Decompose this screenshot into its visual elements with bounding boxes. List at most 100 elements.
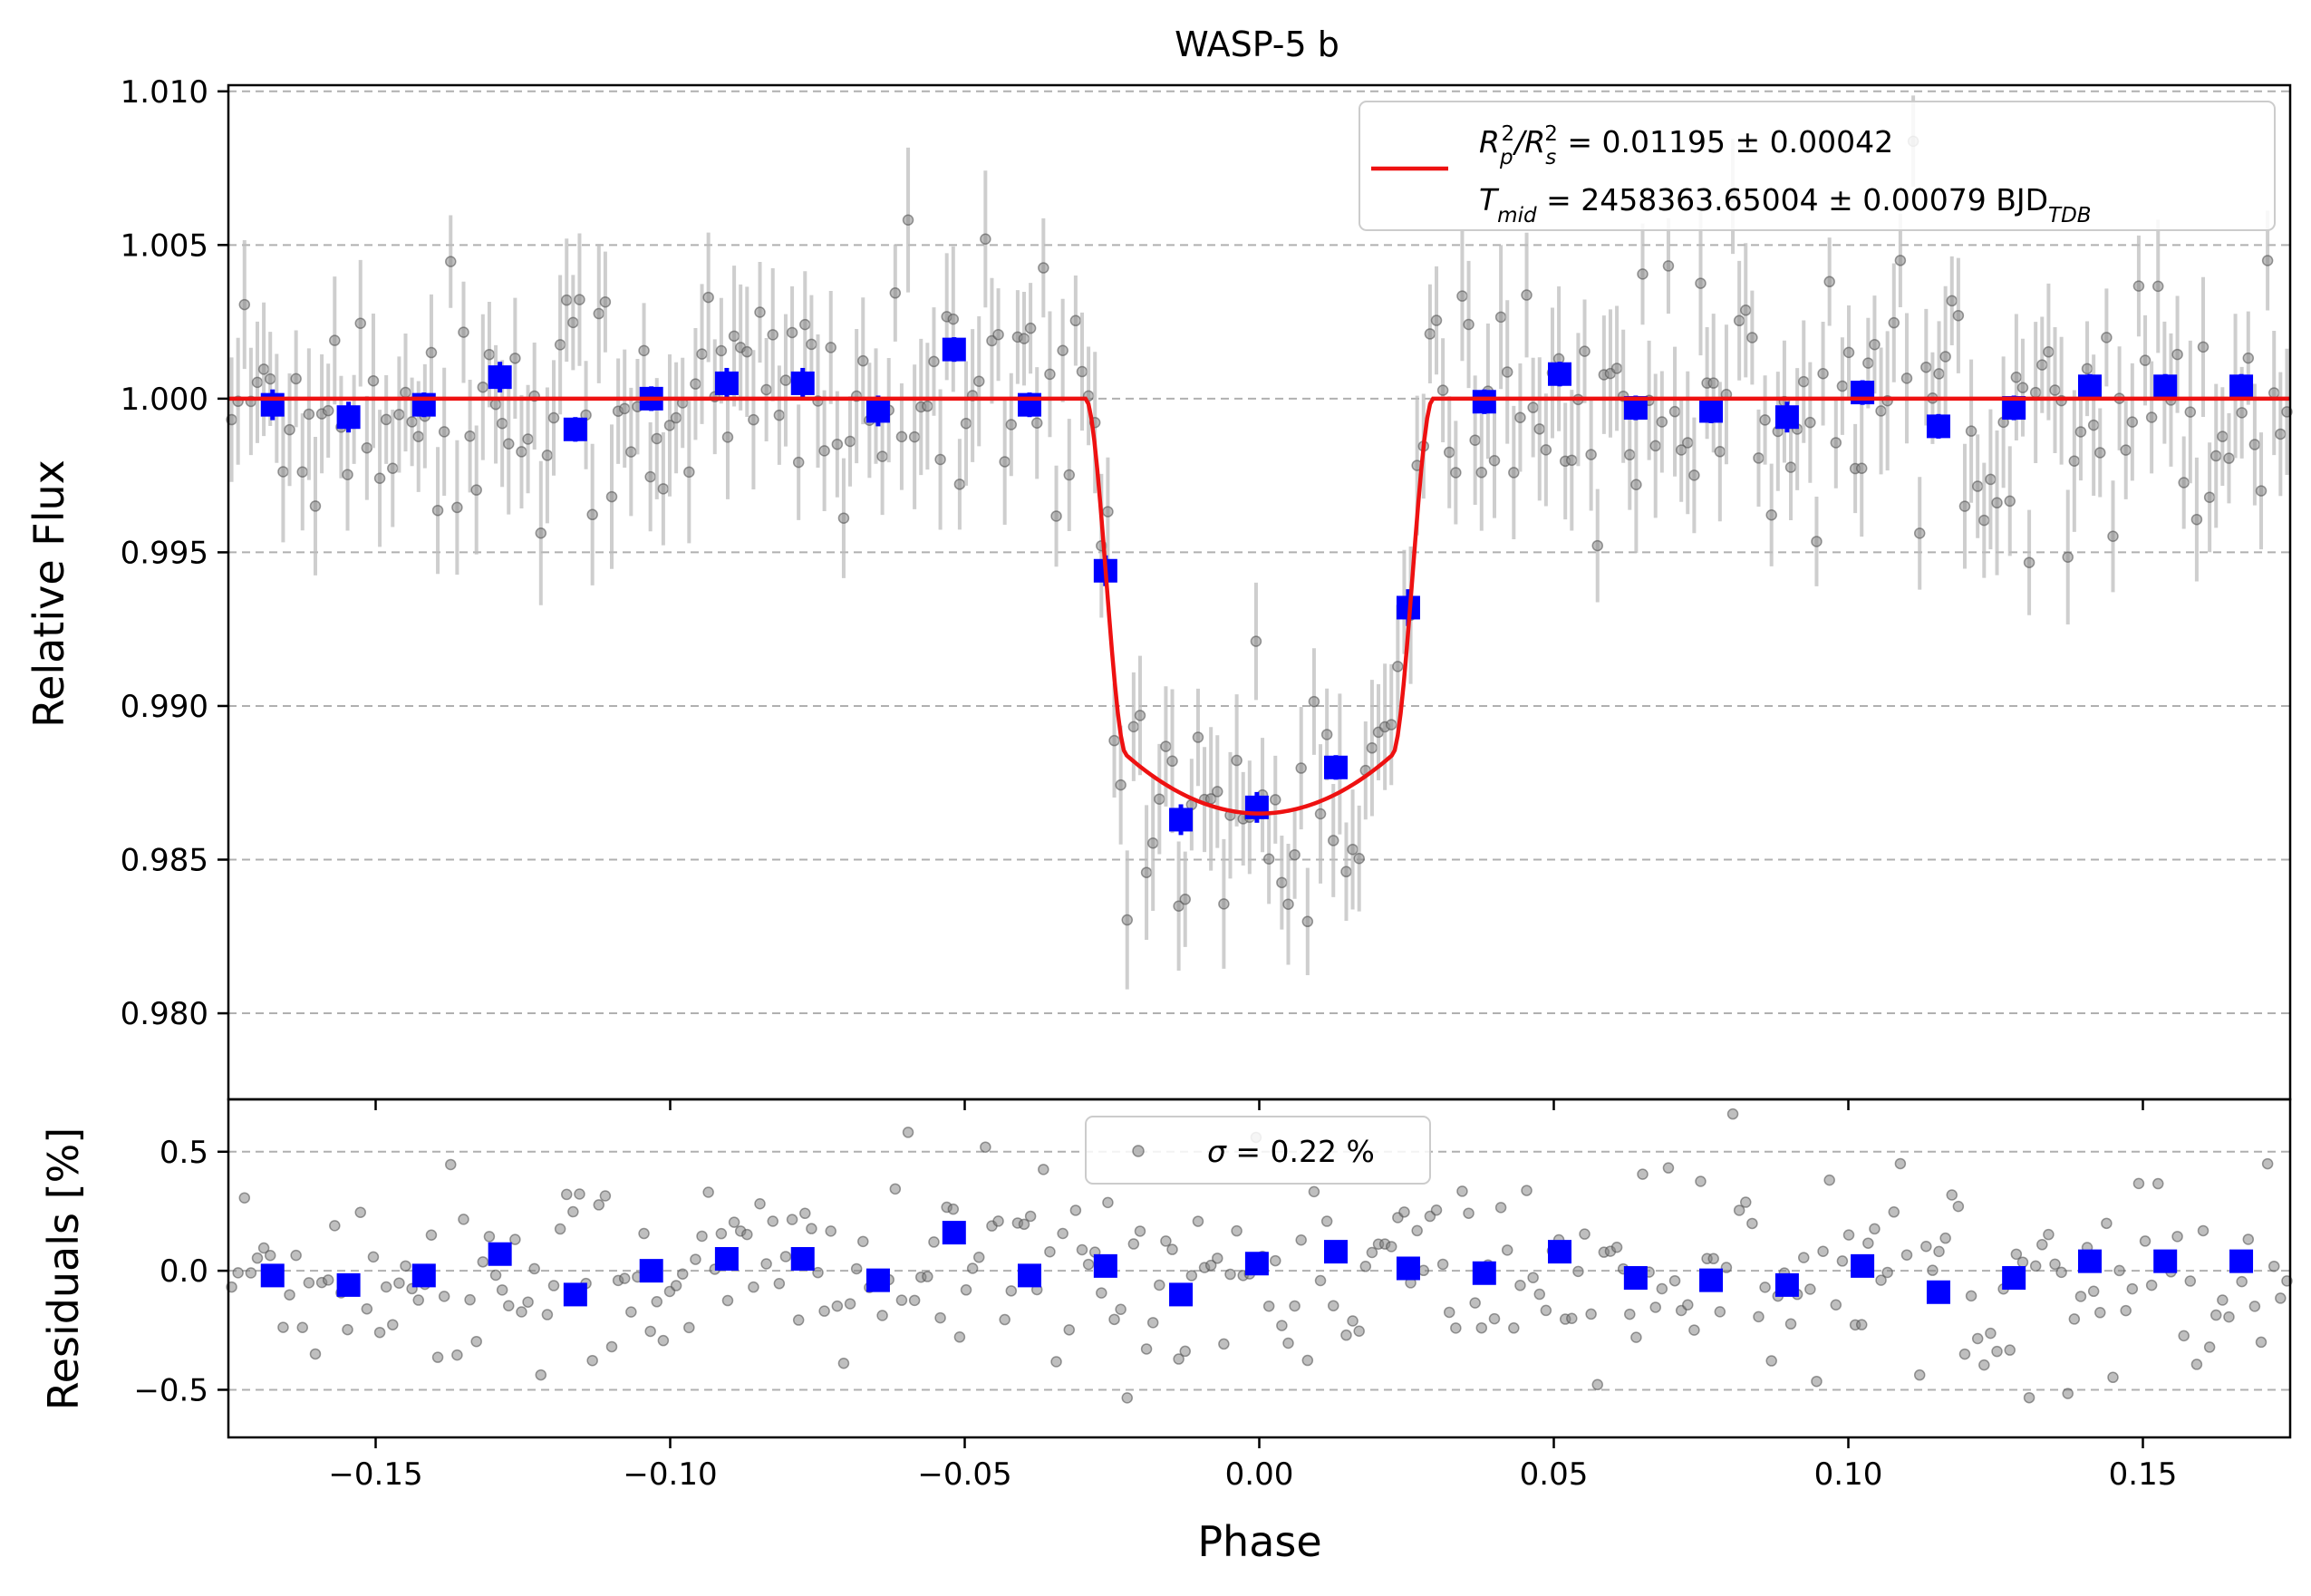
raw-point-272	[1978, 514, 1990, 527]
residual-raw-point-161	[1262, 1300, 1275, 1312]
raw-point-256	[1875, 405, 1887, 417]
residual-raw-point-199	[1508, 1322, 1520, 1334]
raw-point-253	[1855, 462, 1868, 474]
residual-raw-point-170	[1320, 1215, 1333, 1227]
main-ytick-label-4: 0.990	[121, 689, 208, 725]
raw-point-39	[477, 381, 489, 393]
residual-raw-point-231	[1714, 1306, 1726, 1318]
residual-raw-point-82	[754, 1198, 766, 1210]
residual-raw-point-312	[2236, 1275, 2248, 1288]
residual-raw-point-117	[980, 1141, 991, 1153]
residual-raw-point-217	[1624, 1308, 1636, 1320]
residual-raw-point-182	[1398, 1206, 1410, 1218]
raw-point-81	[748, 413, 759, 426]
residual-raw-point-257	[1881, 1266, 1893, 1279]
residual-raw-point-234	[1733, 1204, 1745, 1216]
residual-raw-point-56	[586, 1354, 598, 1367]
residual-raw-point-124	[1024, 1210, 1037, 1223]
raw-point-282	[2043, 346, 2055, 358]
residual-raw-point-254	[1862, 1237, 1874, 1249]
residual-raw-point-20	[354, 1206, 366, 1218]
raw-point-281	[2036, 359, 2048, 371]
residual-raw-point-317	[2267, 1260, 2280, 1272]
raw-point-77	[721, 431, 734, 443]
residual-raw-point-278	[2016, 1256, 2029, 1268]
residual-raw-point-253	[1855, 1319, 1868, 1330]
residual-raw-point-250	[1836, 1255, 1849, 1267]
binned-point-17	[1548, 362, 1571, 386]
binned-point-0	[260, 392, 285, 417]
residual-raw-point-156	[1231, 1224, 1243, 1237]
binned-point-3	[488, 365, 512, 390]
raw-point-277	[2010, 372, 2023, 383]
residual-raw-point-39	[477, 1256, 489, 1268]
residual-raw-point-46	[522, 1296, 534, 1308]
residual-raw-point-120	[999, 1313, 1010, 1326]
residual-raw-point-96	[844, 1298, 856, 1310]
residual-raw-point-146	[1166, 1243, 1178, 1255]
raw-point-167	[1301, 915, 1314, 928]
residual-raw-point-215	[1610, 1241, 1623, 1253]
raw-point-50	[547, 411, 560, 424]
raw-point-106	[908, 430, 921, 443]
residual-raw-point-226	[1682, 1299, 1694, 1311]
residual-raw-point-70	[676, 1268, 689, 1280]
raw-point-153	[1212, 786, 1223, 798]
residual-raw-point-8	[277, 1321, 289, 1333]
raw-point-226	[1682, 437, 1694, 449]
residual-raw-point-3	[245, 1267, 257, 1279]
residual-raw-point-139	[1121, 1392, 1134, 1404]
residual-raw-point-51	[554, 1223, 566, 1235]
residual-raw-point-306	[2197, 1224, 2209, 1237]
raw-point-78	[728, 330, 740, 343]
raw-point-52	[560, 294, 573, 306]
raw-point-20	[354, 317, 366, 329]
raw-point-188	[1436, 384, 1449, 396]
residual-raw-point-95	[837, 1358, 850, 1369]
residual-raw-point-78	[728, 1216, 740, 1228]
residual-raw-point-162	[1270, 1254, 1281, 1267]
residual-raw-point-204	[1540, 1304, 1552, 1317]
residual-raw-point-22	[367, 1251, 380, 1263]
raw-point-170	[1320, 729, 1333, 740]
residual-raw-point-299	[2152, 1177, 2164, 1190]
raw-point-148	[1179, 894, 1191, 905]
raw-point-171	[1328, 835, 1339, 846]
binned-point-16	[1472, 390, 1496, 414]
residual-raw-point-193	[1469, 1297, 1481, 1309]
residual-raw-point-86	[779, 1251, 792, 1262]
residual-raw-point-49	[541, 1309, 554, 1320]
residual-raw-point-287	[2074, 1291, 2087, 1302]
raw-point-69	[670, 411, 682, 424]
residual-raw-point-25	[387, 1319, 399, 1330]
binned-point-4	[563, 417, 587, 441]
residual-raw-point-132	[1076, 1243, 1088, 1256]
residual-raw-point-104	[895, 1294, 908, 1306]
raw-point-62	[625, 446, 637, 458]
raw-point-270	[1965, 425, 1977, 437]
raw-point-44	[509, 353, 521, 364]
residual-raw-point-280	[2029, 1260, 2042, 1272]
raw-point-224	[1668, 405, 1681, 418]
main-x-ticks	[374, 1099, 2144, 1110]
raw-point-137	[1108, 734, 1120, 747]
raw-point-28	[406, 416, 418, 428]
residual-raw-point-259	[1894, 1157, 1907, 1170]
residual-raw-point-116	[972, 1252, 985, 1263]
raw-point-98	[857, 354, 869, 367]
xtick-label-6: 0.15	[2109, 1456, 2178, 1493]
residual-raw-point-291	[2101, 1217, 2113, 1230]
residual-raw-point-246	[1811, 1375, 1823, 1388]
residual-binned-point-17	[1548, 1240, 1571, 1264]
main-ytick-label-6: 0.980	[121, 996, 208, 1032]
residual-raw-point-119	[992, 1215, 1004, 1227]
raw-point-180	[1385, 719, 1397, 730]
raw-point-313	[2242, 352, 2255, 364]
residual-raw-point-149	[1185, 1270, 1198, 1282]
residual-raw-point-268	[1952, 1200, 1965, 1213]
legend-entry-mid-time: Tmid = 2458363.65004 ± 0.00079 BJDTDB	[1479, 182, 2092, 227]
raw-point-265	[1933, 368, 1945, 380]
residual-raw-point-62	[625, 1306, 637, 1318]
raw-point-163	[1276, 876, 1288, 889]
